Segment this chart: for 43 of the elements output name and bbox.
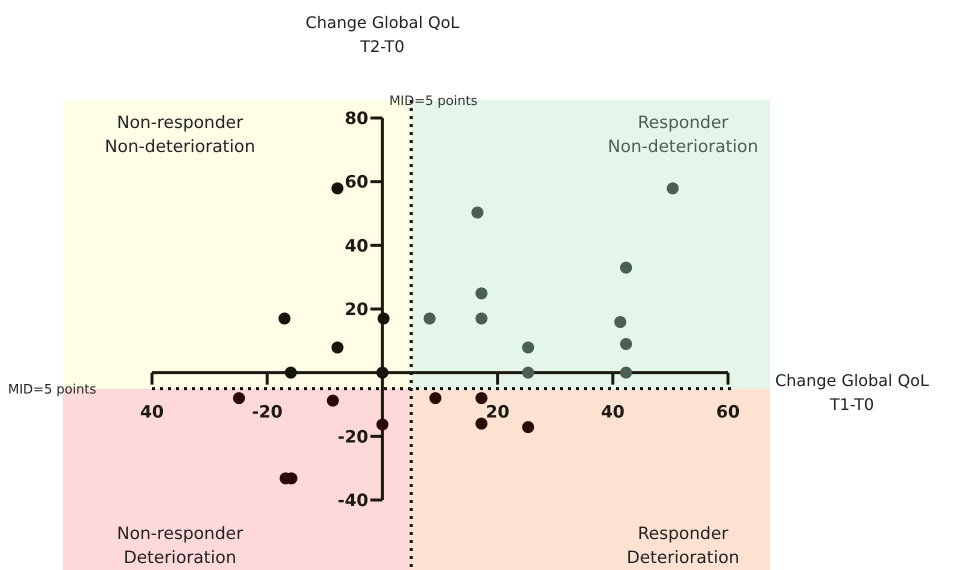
x-axis-title: Change Global QoL T1-T0 — [775, 371, 929, 414]
x-tick-label: 40 — [140, 402, 164, 423]
point — [475, 418, 488, 430]
point — [475, 287, 488, 300]
y-tick-label: 80 — [344, 109, 369, 129]
point — [378, 312, 390, 325]
point — [424, 312, 436, 325]
point — [522, 421, 534, 434]
point — [475, 392, 488, 404]
point — [666, 182, 679, 194]
point — [331, 342, 344, 354]
annotation: Non-responder Non-deterioration — [104, 113, 256, 157]
point — [429, 392, 442, 404]
point — [522, 366, 534, 379]
point — [284, 366, 297, 379]
x-tick-label: 40 — [600, 402, 625, 423]
text: Responder Deterioration — [626, 524, 740, 568]
x-tick-label: 60 — [716, 402, 740, 423]
y-axis-title: Change Global QoL T2-T0 — [306, 13, 460, 56]
point — [620, 262, 632, 274]
ref-line-label: MID=5 points — [389, 94, 478, 109]
y-tick-label: 20 — [344, 300, 369, 320]
point — [475, 312, 488, 325]
point — [471, 206, 484, 219]
point — [522, 342, 534, 354]
annotation: Responder Non-deterioration — [608, 113, 758, 157]
x-tick-label: 20 — [486, 402, 510, 423]
y-tick-label: 60 — [344, 172, 369, 193]
y-tick-label: 40 — [344, 236, 369, 256]
text: MID=5 points — [8, 382, 97, 398]
point — [620, 366, 632, 379]
point — [376, 418, 388, 431]
y-tick-label: -20 — [338, 427, 369, 448]
point — [331, 182, 344, 194]
point — [278, 312, 290, 325]
point — [326, 394, 339, 407]
point — [232, 392, 245, 404]
point — [620, 338, 632, 350]
point — [614, 316, 626, 328]
point — [376, 366, 388, 379]
x-tick-label: -20 — [252, 402, 283, 423]
text: Non-responder Deterioration — [116, 524, 244, 568]
y-tick-label: -40 — [338, 491, 369, 511]
